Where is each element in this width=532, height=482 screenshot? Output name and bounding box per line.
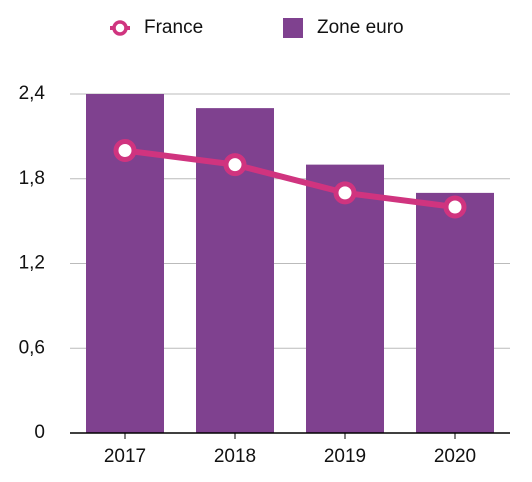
x-tick-label: 2019 (324, 446, 366, 467)
legend-swatch (283, 18, 303, 38)
y-tick-label: 0,6 (19, 337, 45, 358)
y-tick-label: 2,4 (19, 83, 46, 104)
bar (306, 164, 384, 433)
line-point (333, 181, 357, 205)
x-tick-label: 2018 (214, 446, 256, 467)
line-point (113, 139, 137, 162)
y-tick-label: 0 (34, 422, 45, 443)
line-point (443, 195, 467, 219)
y-tick-label: 1,8 (19, 168, 45, 189)
legend-label: Zone euro (317, 17, 404, 38)
y-tick-label: 1,2 (19, 253, 45, 274)
legend-label: France (144, 17, 203, 38)
line-point (223, 153, 247, 177)
x-tick-label: 2020 (434, 446, 476, 467)
bar (416, 192, 494, 433)
x-tick-label: 2017 (104, 446, 146, 467)
legend-marker (112, 20, 128, 36)
line (124, 147, 456, 210)
